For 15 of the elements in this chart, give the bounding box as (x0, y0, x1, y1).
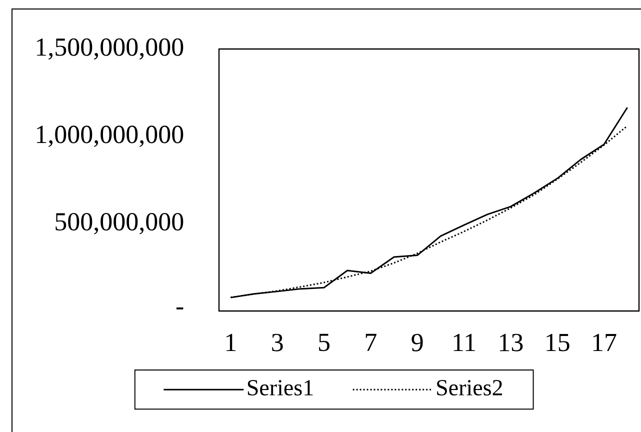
legend-label: Series2 (437, 380, 502, 396)
y-tick-label: 1,500,000,000 (36, 38, 184, 60)
y-tick-label: 1,000,000,000 (36, 126, 184, 147)
y-tick-label: 500,000,000 (56, 213, 184, 234)
y-tick-label: - (176, 307, 184, 310)
x-tick-label: 17 (593, 334, 616, 352)
legend-label: Series1 (248, 380, 313, 396)
x-tick-label: 1 (226, 334, 236, 352)
x-tick-label: 9 (412, 334, 423, 352)
x-tick-label: 13 (500, 334, 523, 352)
x-tick-label: 7 (366, 334, 376, 351)
x-tick-label: 5 (319, 334, 330, 352)
x-tick-label: 15 (546, 334, 570, 352)
x-tick-label: 11 (454, 334, 475, 352)
x-tick-label: 3 (272, 334, 283, 352)
